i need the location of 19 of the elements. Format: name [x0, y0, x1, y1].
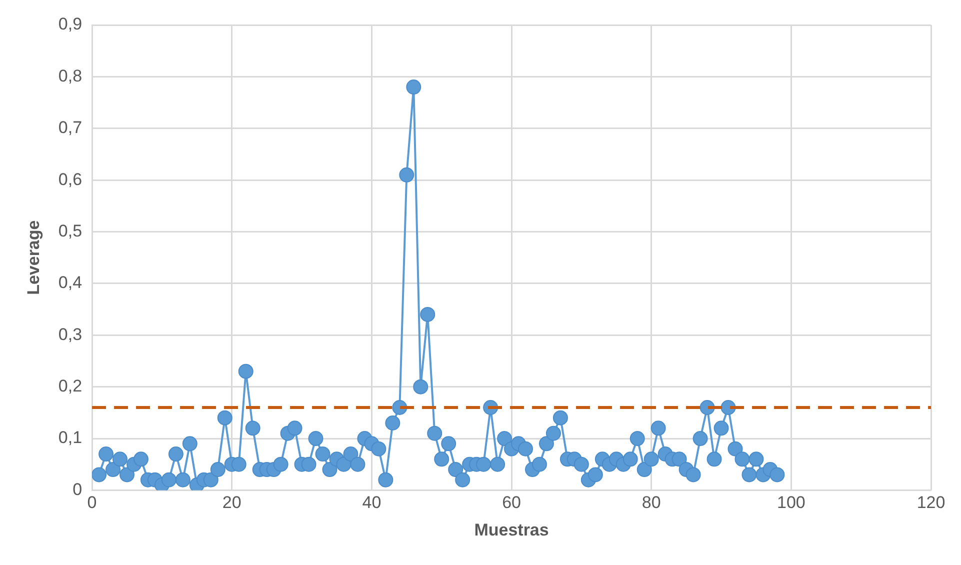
- x-tick-label: 100: [776, 493, 806, 512]
- x-tick-label: 20: [222, 493, 242, 512]
- y-tick-label: 0,6: [58, 170, 82, 189]
- y-tick-label: 0,3: [58, 324, 82, 344]
- x-tick-label: 0: [87, 493, 97, 512]
- x-tick-label: 120: [916, 493, 946, 512]
- y-tick-label: 0,8: [58, 66, 82, 86]
- x-tick-label: 40: [362, 493, 382, 512]
- y-tick-label: 0,2: [58, 376, 82, 396]
- x-tick-label: 60: [502, 493, 521, 512]
- y-tick-label: 0,4: [58, 273, 82, 292]
- x-tick-label: 80: [642, 493, 661, 512]
- y-tick-label: 0,9: [58, 14, 82, 34]
- y-tick-label: 0,7: [58, 118, 82, 138]
- y-tick-label: 0: [72, 480, 82, 499]
- y-axis-title: Leverage: [24, 220, 43, 295]
- y-tick-label: 0,5: [58, 221, 82, 240]
- x-axis-title: Muestras: [474, 520, 549, 540]
- y-tick-label: 0,1: [58, 428, 82, 448]
